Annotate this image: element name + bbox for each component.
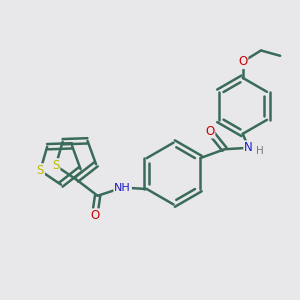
Text: O: O [238,55,248,68]
Text: NH: NH [114,182,131,193]
Text: N: N [244,141,253,154]
Text: H: H [256,146,264,156]
Text: S: S [52,159,59,172]
Text: O: O [205,124,214,137]
Text: S: S [37,164,44,177]
Text: O: O [90,209,99,222]
